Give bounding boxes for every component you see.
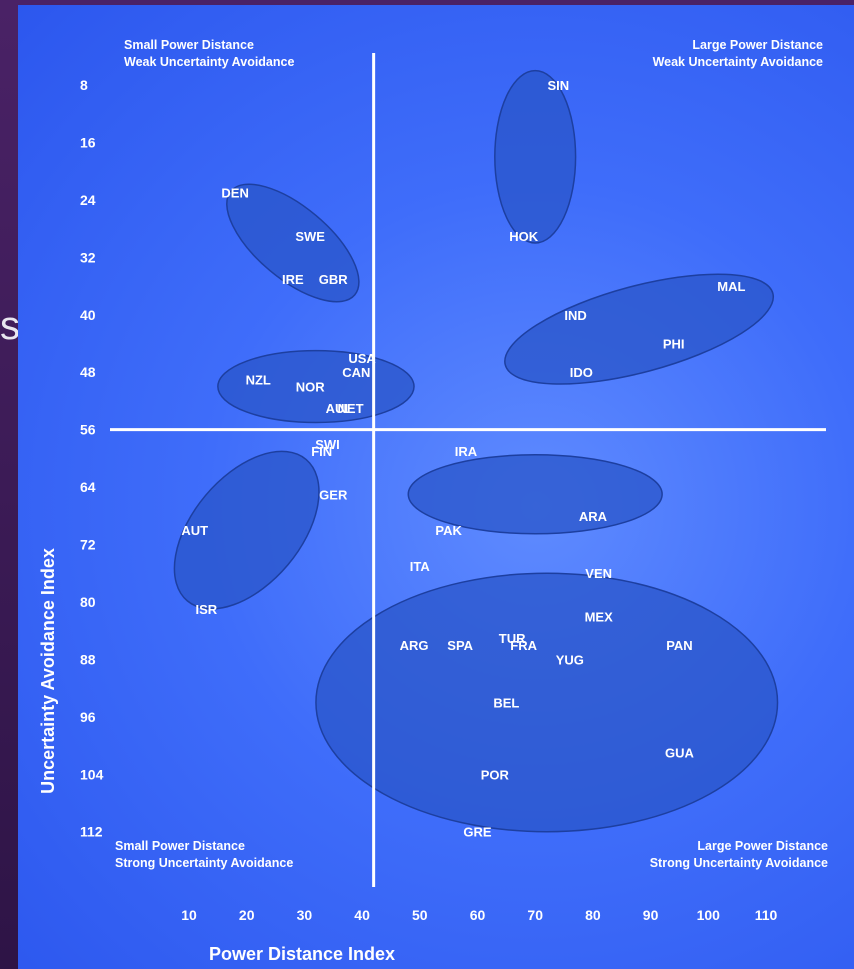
x-tick-label: 70: [527, 907, 543, 923]
cluster-ellipse-7: [315, 572, 779, 833]
x-tick-label: 50: [412, 907, 428, 923]
point-label-fin: FIN: [311, 444, 332, 459]
point-label-spa: SPA: [447, 638, 473, 653]
x-tick-label: 30: [297, 907, 313, 923]
y-tick-label: 24: [80, 192, 96, 208]
x-tick-label: 100: [697, 907, 721, 923]
point-label-pan: PAN: [666, 638, 692, 653]
point-label-sin: SIN: [547, 78, 569, 93]
cluster-ellipse-4: [217, 349, 415, 424]
x-tick-label: 110: [755, 907, 778, 923]
y-tick-label: 40: [80, 307, 96, 323]
quadrant-bottom-left-line1: Small Power Distance: [115, 839, 245, 853]
point-label-usa: USA: [348, 351, 376, 366]
x-tick-label: 80: [585, 907, 601, 923]
point-label-por: POR: [481, 767, 510, 782]
point-label-ara: ARA: [579, 509, 608, 524]
cluster-ellipse-6: [407, 454, 663, 535]
y-tick-label: 112: [80, 824, 103, 840]
cluster-ellipse-5: [173, 450, 320, 610]
point-label-isr: ISR: [195, 602, 217, 617]
cluster-ellipse-3: [504, 273, 775, 385]
point-label-bel: BEL: [493, 695, 519, 710]
divider-lines: [110, 53, 826, 887]
y-tick-label: 8: [80, 77, 88, 93]
y-tick-label: 80: [80, 594, 96, 610]
point-label-ger: GER: [319, 487, 348, 502]
point-label-pak: PAK: [435, 523, 462, 538]
point-label-ido: IDO: [570, 365, 593, 380]
quadrant-bottom-right-line1: Large Power Distance: [697, 839, 828, 853]
point-label-gre: GRE: [463, 825, 492, 840]
cluster-ellipse-1: [494, 69, 577, 244]
quadrant-top-right-line2: Weak Uncertainty Avoidance: [653, 55, 823, 69]
chart-panel: Small Power Distance Weak Uncertainty Av…: [18, 5, 854, 969]
y-tick-label: 56: [80, 422, 96, 438]
quadrant-top-left-line1: Small Power Distance: [124, 38, 254, 52]
cluster-ellipse-2: [226, 183, 360, 303]
y-tick-label: 88: [80, 651, 96, 667]
point-label-can: CAN: [342, 365, 370, 380]
point-label-net: NET: [338, 401, 364, 416]
y-tick-label: 96: [80, 709, 96, 725]
y-tick-label: 32: [80, 249, 96, 265]
point-label-mal: MAL: [717, 279, 745, 294]
point-label-arg: ARG: [400, 638, 429, 653]
y-axis-title: Uncertainty Avoidance Index: [38, 548, 58, 794]
y-tick-label: 104: [80, 766, 104, 782]
y-axis-ticks: 8 16 24 32 40 48 56 64 72 80 88 96 104 112: [80, 77, 104, 840]
point-label-gua: GUA: [665, 746, 695, 761]
point-label-hok: HOK: [509, 229, 539, 244]
quadrant-bottom-left-line2: Strong Uncertainty Avoidance: [115, 856, 293, 870]
x-tick-label: 90: [643, 907, 659, 923]
point-label-ven: VEN: [585, 566, 612, 581]
point-label-fra: FRA: [510, 638, 537, 653]
quadrant-labels: Small Power Distance Weak Uncertainty Av…: [115, 38, 828, 870]
slide-edge-text: s: [0, 304, 20, 348]
point-label-phi: PHI: [663, 336, 685, 351]
point-label-swe: SWE: [295, 229, 325, 244]
point-label-nor: NOR: [296, 380, 326, 395]
point-label-gbr: GBR: [319, 272, 349, 287]
y-tick-label: 72: [80, 537, 96, 553]
quadrant-bottom-right-line2: Strong Uncertainty Avoidance: [650, 856, 828, 870]
point-label-yug: YUG: [556, 652, 584, 667]
point-label-ire: IRE: [282, 272, 304, 287]
y-tick-label: 48: [80, 364, 96, 380]
point-label-nzl: NZL: [246, 372, 271, 387]
x-tick-label: 60: [470, 907, 486, 923]
point-label-ita: ITA: [410, 559, 431, 574]
quadrant-top-right-line1: Large Power Distance: [692, 38, 823, 52]
point-label-den: DEN: [221, 186, 248, 201]
scatter-chart: Small Power Distance Weak Uncertainty Av…: [38, 38, 828, 964]
x-axis-ticks: 10 20 30 40 50 60 70 80 90 100 110: [181, 907, 777, 923]
point-label-ira: IRA: [455, 444, 478, 459]
point-label-aul: AUL: [326, 401, 353, 416]
point-label-swi: SWI: [315, 437, 340, 452]
y-tick-label: 16: [80, 134, 96, 150]
point-label-ind: IND: [564, 308, 586, 323]
point-label-aut: AUT: [181, 523, 208, 538]
quadrant-top-left-line2: Weak Uncertainty Avoidance: [124, 55, 294, 69]
x-axis-title: Power Distance Index: [209, 944, 395, 964]
cluster-ellipses: [173, 69, 779, 833]
x-tick-label: 10: [181, 907, 197, 923]
point-label-mex: MEX: [585, 609, 614, 624]
x-tick-label: 40: [354, 907, 370, 923]
y-tick-label: 64: [80, 479, 96, 495]
x-tick-label: 20: [239, 907, 255, 923]
point-label-tur: TUR: [499, 631, 526, 646]
